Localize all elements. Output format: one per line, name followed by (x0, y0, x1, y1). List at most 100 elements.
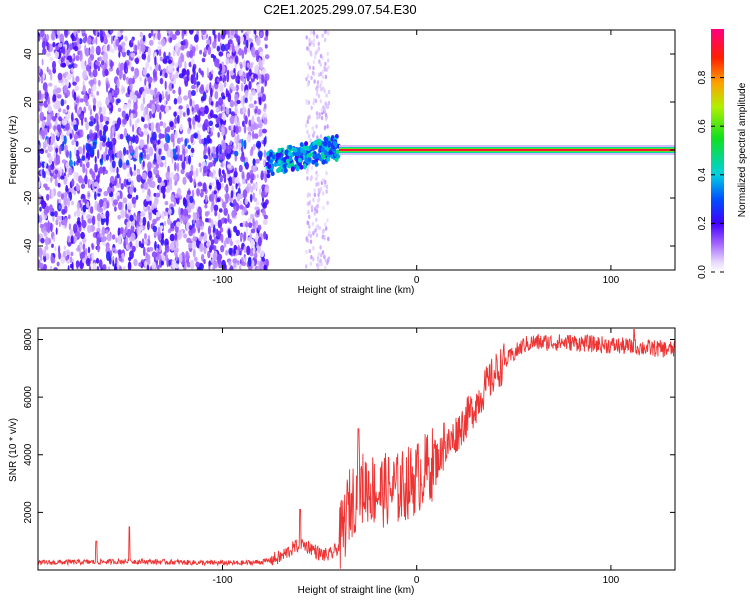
noise-mark (52, 94, 57, 102)
noise-mark (62, 109, 66, 114)
weak-echo-mark (324, 265, 327, 270)
noise-mark (193, 178, 196, 186)
noise-mark (169, 233, 175, 242)
noise-mark (257, 224, 262, 231)
noise-mark (99, 141, 103, 152)
noise-mark (240, 155, 246, 163)
noise-mark (120, 209, 126, 219)
onset-mark (277, 152, 282, 158)
noise-mark (40, 75, 44, 84)
onset-mark (271, 154, 276, 160)
onset-mark (299, 142, 304, 148)
noise-mark (218, 263, 223, 269)
noise-mark (215, 123, 220, 128)
weak-echo-mark (311, 221, 315, 227)
noise-mark (130, 232, 136, 242)
weak-echo-mark (323, 66, 326, 71)
noise-mark (182, 39, 186, 46)
noise-mark (228, 176, 233, 187)
noise-mark (113, 180, 117, 186)
weak-echo-mark (312, 231, 315, 236)
noise-mark (250, 228, 256, 234)
noise-mark (198, 236, 203, 242)
noise-mark (261, 257, 266, 262)
onset-mark (327, 140, 332, 146)
noise-mark (199, 166, 203, 173)
noise-mark (239, 264, 242, 270)
noise-mark (233, 68, 236, 74)
noise-mark (100, 123, 104, 131)
x-tick-label: -100 (212, 575, 232, 586)
noise-mark (197, 114, 201, 123)
onset-mark (268, 152, 273, 157)
noise-mark (255, 220, 259, 227)
noise-mark (80, 59, 85, 70)
noise-mark (84, 117, 87, 123)
noise-mark (256, 174, 259, 179)
weak-echo-mark (306, 170, 309, 175)
noise-mark (214, 220, 217, 227)
weak-echo-mark (319, 53, 323, 59)
noise-mark (235, 84, 239, 92)
noise-mark (43, 230, 48, 237)
noise-mark (102, 137, 106, 143)
snr-x-ticks: -100 0 100 (212, 328, 620, 586)
noise-mark (149, 246, 154, 252)
noise-mark (144, 78, 147, 86)
noise-mark (150, 121, 155, 132)
noise-mark (79, 98, 84, 103)
noise-mark (66, 105, 70, 110)
noise-mark (81, 30, 86, 34)
weak-echo-mark (321, 178, 325, 183)
noise-mark (166, 184, 172, 191)
noise-mark (164, 201, 169, 206)
noise-mark (164, 72, 168, 79)
noise-mark (72, 223, 78, 234)
noise-mark (141, 172, 147, 180)
noise-mark (98, 56, 102, 62)
noise-mark (173, 174, 178, 182)
noise-mark (79, 112, 85, 121)
noise-mark (178, 86, 182, 96)
noise-mark (206, 39, 211, 45)
noise-mark (199, 49, 203, 55)
noise-mark (43, 183, 48, 188)
onset-mark (321, 154, 326, 160)
noise-mark (73, 161, 76, 167)
weak-echo-mark (307, 82, 310, 87)
noise-mark (234, 94, 239, 102)
noise-mark (146, 264, 150, 270)
weak-echo-mark (324, 258, 327, 263)
noise-mark (147, 54, 151, 63)
noise-mark (205, 83, 210, 91)
noise-mark (182, 197, 186, 206)
spectrogram-x-label: Height of straight line (km) (298, 285, 415, 296)
noise-mark (246, 134, 252, 143)
noise-mark (223, 80, 227, 88)
noise-mark (126, 228, 132, 238)
weak-echo-mark (319, 258, 322, 263)
noise-mark (158, 49, 162, 57)
onset-mark (302, 164, 307, 170)
onset-mark (293, 147, 298, 153)
noise-mark (61, 62, 67, 68)
weak-echo-mark (317, 188, 320, 193)
noise-mark (58, 116, 62, 122)
noise-mark (42, 168, 45, 179)
noise-mark (160, 104, 165, 112)
noise-mark (157, 40, 162, 46)
weak-echo-mark (320, 108, 323, 113)
weak-echo-mark (312, 130, 316, 135)
noise-mark (38, 76, 41, 83)
noise-mark (96, 213, 102, 222)
noise-mark (75, 103, 78, 114)
weak-echo-mark (323, 107, 326, 112)
noise-mark (67, 197, 71, 207)
noise-mark (144, 149, 146, 160)
noise-mark (140, 212, 145, 217)
noise-mark (147, 133, 150, 140)
onset-mark (267, 164, 272, 169)
noise-mark (140, 152, 143, 159)
onset-mark (295, 151, 300, 157)
noise-mark (118, 62, 121, 71)
